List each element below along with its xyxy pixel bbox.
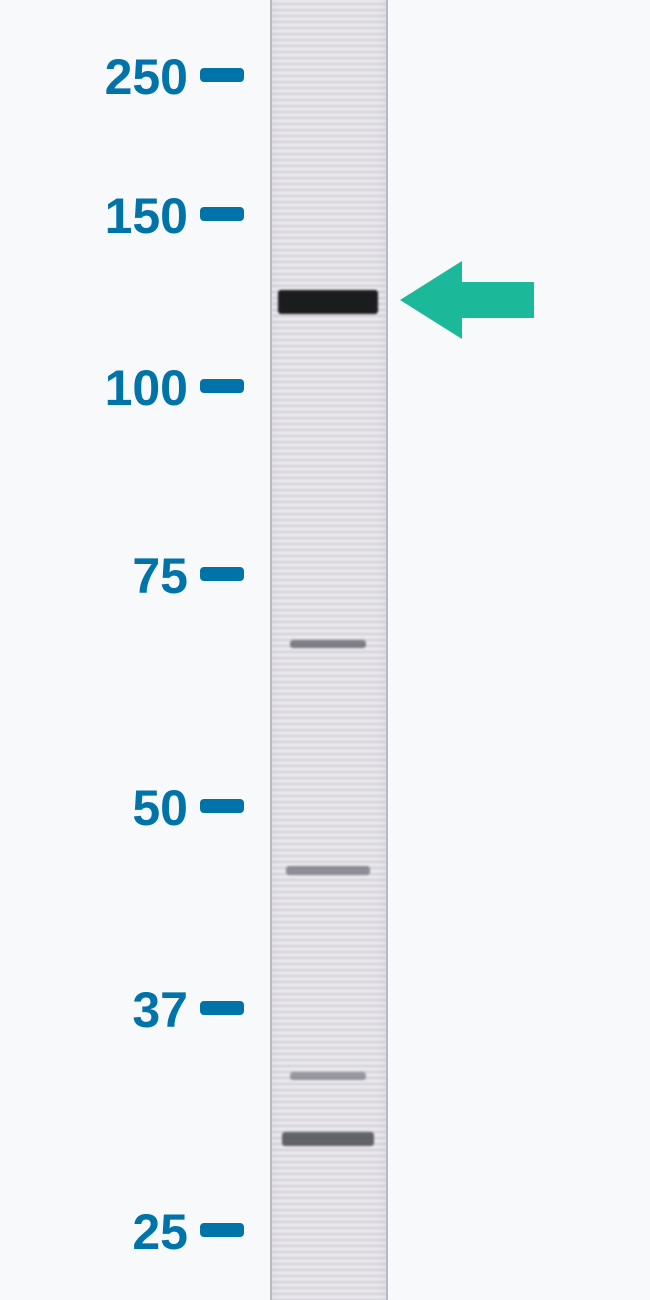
mw-marker-label: 25 xyxy=(0,1203,188,1261)
mw-marker-label: 50 xyxy=(0,779,188,837)
mw-marker-label: 37 xyxy=(0,981,188,1039)
mw-marker-dash xyxy=(200,567,244,581)
target-arrow-stem xyxy=(462,282,534,318)
mw-marker-dash xyxy=(200,1001,244,1015)
mw-marker-dash xyxy=(200,68,244,82)
mw-marker-label: 75 xyxy=(0,547,188,605)
mw-marker-dash xyxy=(200,799,244,813)
mw-marker-dash xyxy=(200,207,244,221)
mw-marker-label: 100 xyxy=(0,359,188,417)
nonspecific-band xyxy=(290,1072,366,1080)
mw-marker-dash xyxy=(200,1223,244,1237)
target-band xyxy=(278,290,378,314)
nonspecific-band xyxy=(286,866,370,875)
target-arrow-head xyxy=(400,261,462,339)
mw-marker-label: 150 xyxy=(0,187,188,245)
blot-figure: 250 150 100 75 50 37 25 xyxy=(0,0,650,1300)
mw-marker-dash xyxy=(200,379,244,393)
mw-marker-label: 250 xyxy=(0,48,188,106)
nonspecific-band xyxy=(290,640,366,648)
nonspecific-band xyxy=(282,1132,374,1146)
blot-lane xyxy=(270,0,388,1300)
